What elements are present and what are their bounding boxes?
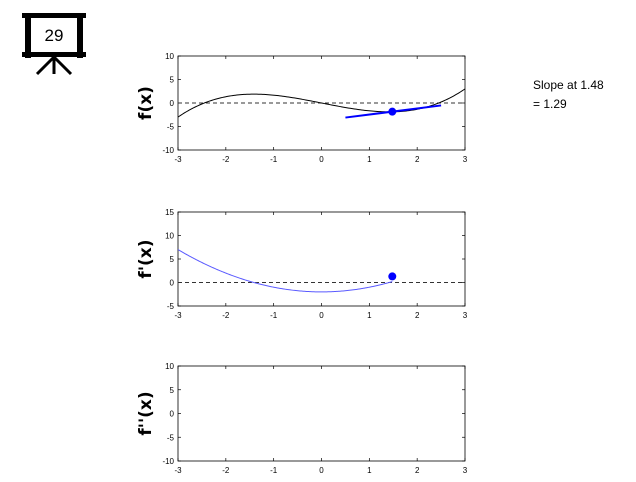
axes-box bbox=[177, 365, 466, 462]
plot-area bbox=[178, 249, 465, 293]
y-tick-label: 5 bbox=[170, 76, 175, 85]
y-axis-label: f'(x) bbox=[136, 239, 156, 278]
current-point bbox=[388, 272, 397, 281]
y-tick-label: -5 bbox=[167, 433, 175, 442]
y-tick-label: 10 bbox=[165, 232, 174, 241]
x-tick-label: 3 bbox=[463, 311, 468, 320]
slope-annotation-line2: = 1.29 bbox=[533, 97, 567, 111]
x-tick-label: 1 bbox=[367, 466, 372, 475]
x-tick-label: 0 bbox=[319, 466, 324, 475]
slide-number-icon: 29 bbox=[22, 13, 86, 76]
y-tick-label: 5 bbox=[170, 255, 175, 264]
slope-annotation: Slope at 1.48 = 1.29 bbox=[533, 76, 604, 114]
x-tick-label: 1 bbox=[367, 311, 372, 320]
x-tick-label: 3 bbox=[463, 466, 468, 475]
stand-left-leg bbox=[35, 55, 56, 76]
y-tick-label: 10 bbox=[165, 52, 174, 61]
current-point bbox=[388, 107, 397, 116]
x-tick-label: -1 bbox=[270, 155, 278, 164]
stand-right-leg bbox=[52, 55, 73, 76]
x-tick-label: -2 bbox=[222, 466, 230, 475]
screen-face bbox=[31, 18, 77, 52]
y-axis-label: f(x) bbox=[136, 86, 156, 120]
x-tick-label: 1 bbox=[367, 155, 372, 164]
x-tick-label: 0 bbox=[319, 311, 324, 320]
x-tick-label: 0 bbox=[319, 155, 324, 164]
y-tick-label: 0 bbox=[170, 279, 175, 288]
y-tick-label: 5 bbox=[170, 386, 175, 395]
x-tick-label: 2 bbox=[415, 466, 420, 475]
y-axis-label: f''(x) bbox=[136, 391, 156, 435]
x-tick-label: 3 bbox=[463, 155, 468, 164]
x-tick-label: -3 bbox=[174, 311, 182, 320]
x-tick-label: 2 bbox=[415, 311, 420, 320]
y-tick-label: -10 bbox=[162, 457, 174, 466]
slide-number: 29 bbox=[45, 26, 64, 45]
x-tick-label: -2 bbox=[222, 155, 230, 164]
screen-left-post bbox=[25, 13, 31, 58]
y-tick-label: 10 bbox=[165, 362, 174, 371]
x-tick-label: 2 bbox=[415, 155, 420, 164]
y-tick-label: 0 bbox=[170, 99, 175, 108]
x-tick-label: -2 bbox=[222, 311, 230, 320]
y-tick-label: 0 bbox=[170, 410, 175, 419]
plot-area bbox=[178, 88, 465, 119]
y-tick-label: -5 bbox=[167, 123, 175, 132]
y-tick-label: -10 bbox=[162, 146, 174, 155]
slope-annotation-line1: Slope at 1.48 bbox=[533, 78, 604, 92]
screen-bottom-bar bbox=[22, 52, 86, 57]
x-tick-label: -3 bbox=[174, 466, 182, 475]
axes-box bbox=[177, 211, 466, 307]
x-tick-label: -1 bbox=[270, 311, 278, 320]
series-line bbox=[178, 249, 393, 293]
screen-right-post bbox=[77, 13, 83, 58]
y-tick-label: -5 bbox=[167, 302, 175, 311]
x-tick-label: -1 bbox=[270, 466, 278, 475]
x-tick-label: -3 bbox=[174, 155, 182, 164]
y-tick-label: 15 bbox=[165, 208, 174, 217]
screen-top-bar bbox=[22, 13, 86, 18]
plot-fprime: -3 -2 -1 0 1 2 3 -5 0 5 10 15 f'(x) bbox=[136, 208, 468, 320]
